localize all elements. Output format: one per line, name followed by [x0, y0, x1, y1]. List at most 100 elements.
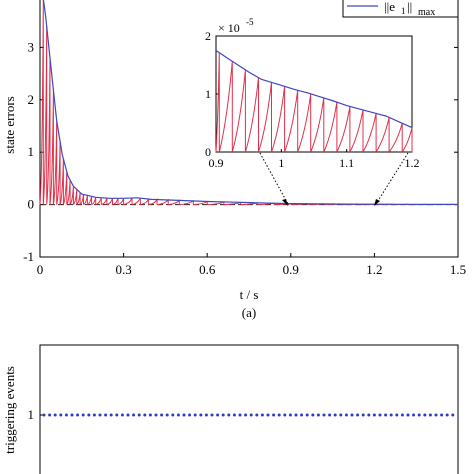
trigger-event-dot [126, 413, 130, 417]
legend-label-max: max [418, 7, 435, 18]
trigger-event-dot [199, 413, 203, 417]
legend-label-sub: 1 [401, 6, 406, 16]
inset-y-tick-label: 0 [205, 145, 211, 159]
inset-y-tick-label: 2 [205, 29, 211, 43]
x-tick-label: 0.6 [199, 262, 216, 277]
trigger-event-dot [204, 413, 208, 417]
zoom-arrow-left [259, 152, 289, 205]
trigger-event-dot [260, 413, 264, 417]
zoom-arrow-right-head [374, 199, 380, 206]
inset-x-tick-label: 1.1 [339, 156, 354, 170]
y-tick-label: 2 [28, 92, 35, 107]
x-tick-label: 0.3 [115, 262, 131, 277]
trigger-event-dot [406, 413, 410, 417]
trigger-event-dot [288, 413, 292, 417]
trigger-event-dot [272, 413, 276, 417]
zoom-arrow-left-head [282, 199, 288, 206]
trigger-event-dot [53, 413, 57, 417]
trigger-event-dot [104, 413, 108, 417]
trigger-event-dot [440, 413, 444, 417]
x-tick-label: 0.9 [283, 262, 299, 277]
trigger-event-dot [328, 413, 332, 417]
trigger-event-dot [294, 413, 298, 417]
inset-sawtooth-line [215, 52, 413, 153]
trigger-event-dot [283, 413, 287, 417]
trigger-event-dot [227, 413, 231, 417]
trigger-event-dot [372, 413, 376, 417]
trigger-event-dot [210, 413, 214, 417]
trigger-event-dot [389, 413, 393, 417]
x-axis-label: t / s [240, 287, 259, 302]
inset-y-tick-label: 1 [205, 87, 211, 101]
x-axis-ticks: 0 0.3 0.6 0.9 1.2 1.5 [37, 253, 466, 277]
trigger-event-dot [98, 413, 102, 417]
inset-zoom-chart: × 10 -5 0 1 2 0.9 1 1.1 1.2 [205, 17, 420, 170]
trigger-event-dot [92, 413, 96, 417]
trigger-event-dot [423, 413, 427, 417]
inset-envelope-line [215, 50, 413, 129]
trigger-event-dot [361, 413, 365, 417]
trigger-event-dot [316, 413, 320, 417]
inset-plot-area [215, 35, 413, 153]
max-error-envelope-line [42, 0, 458, 205]
y-tick-label: 1 [28, 144, 35, 159]
trigger-event-dot [221, 413, 225, 417]
y-tick-label: -1 [23, 249, 34, 264]
y-tick-label: 0 [28, 197, 35, 212]
trigger-event-dot [339, 413, 343, 417]
figure-caption: (a) [242, 305, 256, 320]
x-tick-label: 0 [37, 262, 44, 277]
inset-x-tick-label: 0.9 [209, 156, 224, 170]
inset-exponent: -5 [246, 17, 254, 27]
trigger-event-dot [81, 413, 85, 417]
trigger-event-dot [87, 413, 91, 417]
trigger-event-dot [171, 413, 175, 417]
trigger-event-dot [400, 413, 404, 417]
trigger-event-dot [42, 413, 46, 417]
trigger-event-dot [160, 413, 164, 417]
trigger-event-dot [367, 413, 371, 417]
trigger-event-dot [188, 413, 192, 417]
x-tick-label: 1.2 [366, 262, 382, 277]
trigger-event-dot [356, 413, 360, 417]
trigger-event-dot [434, 413, 438, 417]
trigger-event-dot [311, 413, 315, 417]
trigger-event-dot [165, 413, 169, 417]
trigger-event-dot [266, 413, 270, 417]
trigger-event-dot [232, 413, 236, 417]
trigger-event-dot [333, 413, 337, 417]
trigger-event-dot [277, 413, 281, 417]
trigger-event-dot [48, 413, 52, 417]
trigger-event-dot [216, 413, 220, 417]
trigger-event-dot [76, 413, 80, 417]
trigger-event-dot [412, 413, 416, 417]
trigger-event-dot [451, 413, 455, 417]
trigger-event-dot [300, 413, 304, 417]
inset-axis-ticks: 0 1 2 0.9 1 1.1 1.2 [205, 29, 420, 170]
trigger-event-dot [344, 413, 348, 417]
trigger-event-dot [59, 413, 63, 417]
bottom-y-axis-label: triggering events [2, 366, 17, 454]
inset-series-lines [215, 50, 413, 153]
inset-x-tick-label: 1 [278, 156, 284, 170]
inset-exponent-label: × 10 [218, 21, 240, 35]
trigger-event-dot [238, 413, 242, 417]
trigger-event-dot [143, 413, 147, 417]
trigger-event-dot [176, 413, 180, 417]
trigger-event-dot [64, 413, 68, 417]
legend: ||e 1 || max [342, 0, 459, 18]
trigger-event-dot [148, 413, 152, 417]
legend-box [342, 0, 459, 18]
trigger-event-dot [395, 413, 399, 417]
series-lines [39, 0, 458, 206]
inset-x-tick-label: 1.2 [405, 156, 420, 170]
legend-label-main: ||e [384, 0, 395, 14]
y-axis-ticks: -1 0 1 2 3 [23, 39, 458, 264]
y-axis-label: state errors [2, 96, 17, 153]
zoom-indicators [259, 152, 409, 206]
trigger-event-dot [115, 413, 119, 417]
trigger-event-dot [350, 413, 354, 417]
bottom-y-tick-label: 1 [28, 407, 35, 422]
